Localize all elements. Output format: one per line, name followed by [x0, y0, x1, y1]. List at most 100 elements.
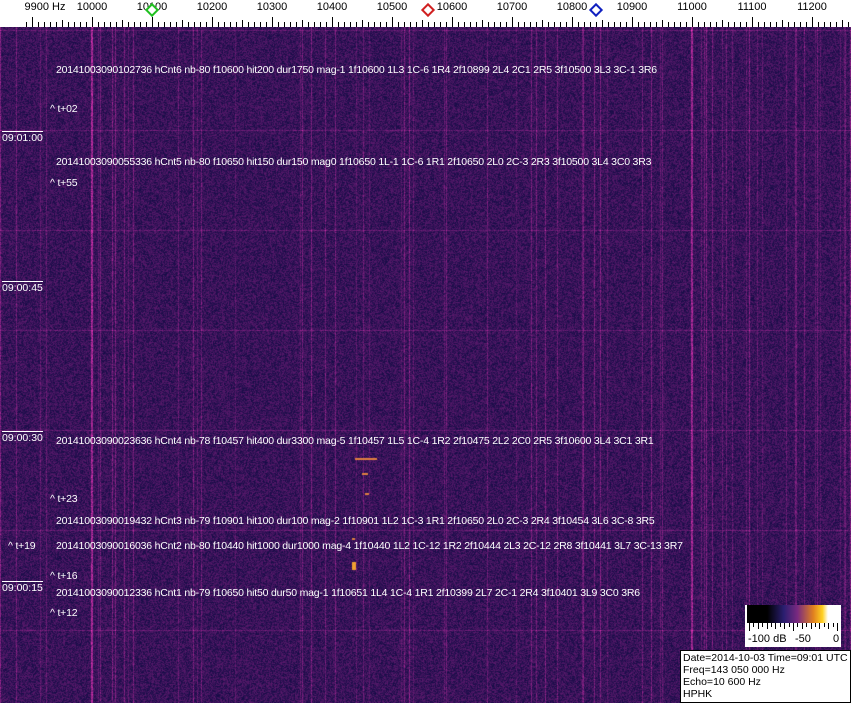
freq-unit-label: 9900 Hz	[24, 1, 66, 13]
freq-tick	[386, 22, 387, 27]
freq-tick	[710, 22, 711, 27]
colorbar-tick	[779, 623, 781, 627]
colorbar: -100 dB -50 0	[745, 605, 841, 647]
freq-tick	[614, 22, 615, 27]
freq-tick	[812, 17, 813, 27]
freq-tick	[788, 22, 789, 27]
freq-tick	[362, 20, 363, 27]
event-offset: ^ t+23	[50, 493, 78, 505]
freq-tick	[530, 22, 531, 27]
freq-tick	[740, 22, 741, 27]
freq-tick	[248, 22, 249, 27]
freq-tick	[632, 17, 633, 27]
frequency-axis[interactable]: 9900 Hz 10000101001020010300104001050010…	[0, 0, 851, 27]
colorbar-tick	[749, 623, 750, 631]
freq-label: 11100	[737, 1, 767, 13]
freq-tick	[440, 22, 441, 27]
freq-tick	[56, 22, 57, 27]
freq-label: 11200	[797, 1, 827, 13]
freq-tick	[134, 22, 135, 27]
freq-tick	[236, 22, 237, 27]
event-offset: ^ t+12	[50, 607, 78, 619]
blue-marker[interactable]	[588, 2, 604, 18]
freq-label: 10500	[376, 1, 408, 13]
freq-tick	[194, 22, 195, 27]
freq-tick	[212, 17, 213, 27]
freq-tick	[494, 22, 495, 27]
colorbar-tick	[771, 623, 772, 627]
colorbar-tick	[753, 623, 755, 627]
freq-tick	[482, 20, 483, 27]
freq-tick	[734, 22, 735, 27]
colorbar-tick	[762, 623, 764, 627]
freq-tick	[746, 22, 747, 27]
freq-tick	[824, 22, 825, 27]
colorbar-tick	[801, 623, 803, 629]
freq-tick	[44, 22, 45, 27]
freq-tick	[368, 22, 369, 27]
freq-tick	[206, 22, 207, 27]
event-offset: ^ t+19	[8, 540, 36, 552]
freq-label: 10700	[496, 1, 528, 13]
freq-label: 10900	[616, 1, 648, 13]
freq-tick	[830, 22, 831, 27]
freq-tick	[446, 22, 447, 27]
event-text: 20141003090016036 hCnt2 nb-80 f10440 hit…	[56, 540, 683, 552]
freq-tick	[158, 22, 159, 27]
freq-tick	[314, 22, 315, 27]
freq-label: 10200	[196, 1, 228, 13]
waterfall-spectrogram[interactable]	[0, 27, 851, 703]
colorbar-tick	[815, 623, 816, 627]
freq-tick	[620, 22, 621, 27]
freq-tick	[104, 22, 105, 27]
colorbar-tick	[797, 623, 799, 627]
freq-tick	[344, 22, 345, 27]
freq-label: 10300	[256, 1, 288, 13]
freq-tick	[488, 22, 489, 27]
freq-tick	[578, 22, 579, 27]
freq-tick	[128, 22, 129, 27]
freq-label: 11000	[677, 1, 707, 13]
freq-tick	[728, 22, 729, 27]
freq-tick	[188, 22, 189, 27]
info-box: Date=2014-10-03 Time=09:01 UTC Freq=143 …	[680, 650, 851, 703]
freq-tick	[506, 22, 507, 27]
freq-tick	[110, 22, 111, 27]
freq-tick	[254, 22, 255, 27]
freq-tick	[800, 22, 801, 27]
freq-tick	[164, 22, 165, 27]
freq-tick	[836, 22, 837, 27]
freq-tick	[602, 20, 603, 27]
freq-tick	[380, 22, 381, 27]
colorbar-tick	[810, 623, 812, 629]
colorbar-tick	[832, 623, 834, 627]
freq-tick	[656, 22, 657, 27]
colorbar-tick	[757, 623, 759, 629]
freq-tick	[74, 22, 75, 27]
freq-tick	[716, 22, 717, 27]
info-frequency: Freq=143 050 000 Hz	[683, 664, 785, 676]
freq-tick	[50, 22, 51, 27]
time-label: 09:00:30	[2, 431, 43, 444]
freq-tick	[584, 22, 585, 27]
red-marker[interactable]	[420, 2, 436, 18]
freq-tick	[302, 20, 303, 27]
freq-tick	[776, 22, 777, 27]
freq-tick	[782, 20, 783, 27]
freq-tick	[422, 20, 423, 27]
freq-tick	[260, 22, 261, 27]
freq-tick	[518, 22, 519, 27]
freq-tick	[218, 22, 219, 27]
freq-tick	[818, 22, 819, 27]
freq-tick	[674, 22, 675, 27]
freq-tick	[548, 22, 549, 27]
info-date-time: Date=2014-10-03 Time=09:01 UTC	[683, 652, 848, 664]
colorbar-tick	[837, 623, 838, 631]
freq-tick	[638, 22, 639, 27]
freq-tick	[848, 22, 849, 27]
freq-tick	[182, 20, 183, 27]
freq-tick	[296, 22, 297, 27]
freq-tick	[98, 22, 99, 27]
freq-tick	[758, 22, 759, 27]
event-text: 20141003090055336 hCnt5 nb-80 f10650 hit…	[56, 156, 652, 168]
